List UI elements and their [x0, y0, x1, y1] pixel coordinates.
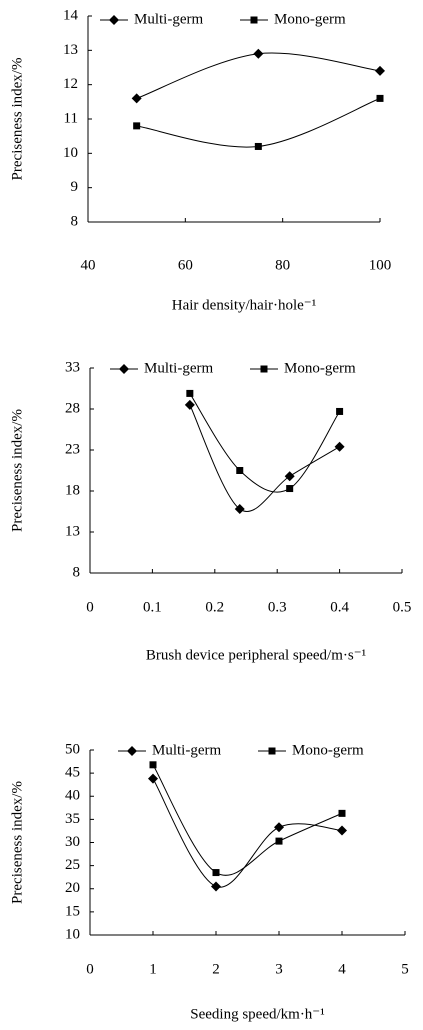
y-tick-label: 13: [63, 42, 78, 58]
y-tick-label: 10: [65, 926, 80, 942]
y-axis-title: Preciseness index/%: [9, 409, 25, 532]
y-tick-label: 25: [65, 857, 80, 873]
x-tick-label: 0.5: [393, 599, 412, 615]
legend-label: Multi-germ: [144, 360, 213, 376]
y-tick-label: 11: [64, 110, 78, 126]
data-point: [186, 389, 194, 397]
data-point: [131, 93, 142, 104]
y-tick-label: 15: [65, 903, 80, 919]
data-point: [148, 773, 158, 784]
y-tick-label: 14: [63, 7, 79, 23]
data-point: [284, 471, 295, 482]
x-tick-label: 5: [401, 961, 409, 977]
data-point: [338, 809, 346, 817]
x-tick-label: 100: [369, 257, 392, 273]
data-point: [275, 837, 283, 845]
x-tick-label: 0: [86, 961, 94, 977]
legend-marker: [109, 15, 119, 25]
series-line: [189, 393, 341, 493]
y-tick-label: 20: [65, 880, 80, 896]
data-point: [149, 761, 157, 769]
x-tick-label: 0.2: [205, 599, 224, 615]
y-tick-label: 18: [65, 482, 80, 498]
series-line: [136, 52, 381, 99]
y-tick-label: 10: [63, 145, 78, 161]
data-point: [274, 822, 284, 833]
x-tick-label: 0.4: [330, 599, 349, 615]
data-point: [184, 399, 195, 410]
data-point: [336, 407, 344, 415]
series-line: [136, 97, 381, 148]
y-axis-title: Preciseness index/%: [9, 781, 25, 904]
data-point: [337, 825, 347, 836]
data-point: [253, 48, 264, 59]
x-tick-label: 80: [275, 257, 290, 273]
series-line: [152, 778, 343, 888]
data-point: [254, 142, 262, 150]
y-axis-title: Preciseness index/%: [9, 58, 25, 181]
x-tick-label: 3: [275, 961, 283, 977]
legend-marker: [250, 16, 258, 24]
y-tick-label: 28: [65, 400, 80, 416]
legend-label: Multi-germ: [134, 11, 203, 27]
data-point: [234, 504, 245, 515]
x-tick-label: 40: [81, 257, 96, 273]
y-tick-label: 8: [71, 213, 79, 229]
x-tick-label: 0.3: [268, 599, 287, 615]
y-tick-label: 45: [65, 765, 80, 781]
x-tick-label: 1: [149, 961, 157, 977]
legend-marker: [127, 746, 137, 756]
legend-marker: [268, 747, 276, 755]
legend-label: Multi-germ: [152, 742, 221, 758]
x-tick-label: 0: [86, 599, 94, 615]
data-point: [236, 467, 244, 474]
x-axis-title: Hair density/hair·hole⁻¹: [172, 297, 316, 313]
data-point: [334, 441, 345, 452]
x-tick-label: 2: [212, 961, 220, 977]
data-point: [375, 65, 385, 76]
y-tick-label: 13: [65, 523, 80, 539]
data-point: [212, 869, 220, 877]
y-tick-label: 12: [63, 76, 78, 92]
series-line: [189, 404, 340, 512]
data-point: [376, 94, 384, 102]
y-tick-label: 50: [65, 741, 80, 757]
x-tick-label: 0.1: [143, 599, 162, 615]
data-point: [133, 122, 141, 130]
y-tick-label: 30: [65, 834, 80, 850]
series-line: [152, 764, 343, 876]
y-tick-label: 23: [65, 441, 80, 457]
legend-label: Mono-germ: [274, 11, 346, 27]
y-tick-label: 40: [65, 788, 80, 804]
y-tick-label: 35: [65, 811, 80, 827]
x-axis-title: Brush device peripheral speed/m·s⁻¹: [146, 647, 366, 663]
y-tick-label: 33: [65, 359, 80, 375]
x-axis-title: Seeding speed/km·h⁻¹: [190, 1006, 324, 1022]
legend-label: Mono-germ: [292, 742, 364, 758]
y-tick-label: 9: [71, 179, 79, 195]
x-tick-label: 60: [178, 257, 193, 273]
x-tick-label: 4: [338, 961, 346, 977]
legend-marker: [119, 364, 129, 374]
data-point: [286, 485, 294, 493]
legend-marker: [260, 365, 268, 373]
data-point: [211, 881, 221, 892]
legend-label: Mono-germ: [284, 360, 356, 376]
y-tick-label: 8: [73, 564, 81, 580]
